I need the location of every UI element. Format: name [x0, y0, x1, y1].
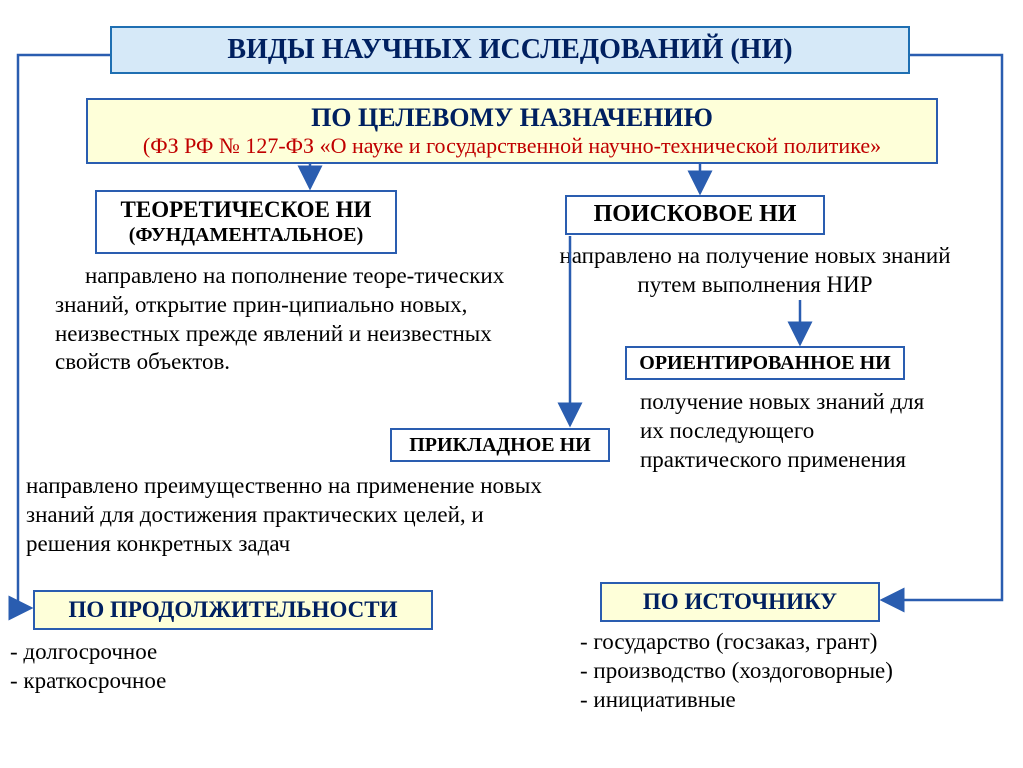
title-box: ВИДЫ НАУЧНЫХ ИССЛЕДОВАНИЙ (НИ)	[110, 26, 910, 74]
theoretical-sub: (ФУНДАМЕНТАЛЬНОЕ)	[129, 224, 364, 247]
purpose-box: ПО ЦЕЛЕВОМУ НАЗНАЧЕНИЮ (ФЗ РФ № 127-ФЗ «…	[86, 98, 938, 164]
title-text: ВИДЫ НАУЧНЫХ ИССЛЕДОВАНИЙ (НИ)	[227, 34, 792, 66]
oriented-box: ОРИЕНТИРОВАННОЕ НИ	[625, 346, 905, 380]
source-title: ПО ИСТОЧНИКУ	[643, 589, 837, 615]
search-box: ПОИСКОВОЕ НИ	[565, 195, 825, 235]
applied-title: ПРИКЛАДНОЕ НИ	[409, 434, 591, 457]
oriented-desc: получение новых знаний для их последующе…	[640, 388, 950, 474]
theoretical-desc: направлено на пополнение теоре-тических …	[55, 262, 505, 377]
purpose-title: ПО ЦЕЛЕВОМУ НАЗНАЧЕНИЮ	[311, 103, 713, 133]
duration-title: ПО ПРОДОЛЖИТЕЛЬНОСТИ	[68, 597, 397, 623]
applied-box: ПРИКЛАДНОЕ НИ	[390, 428, 610, 462]
list-item: - инициативные	[580, 686, 1000, 715]
theoretical-box: ТЕОРЕТИЧЕСКОЕ НИ (ФУНДАМЕНТАЛЬНОЕ)	[95, 190, 397, 254]
duration-list: - долгосрочное- краткосрочное	[10, 638, 310, 696]
purpose-sub: (ФЗ РФ № 127-ФЗ «О науке и государственн…	[143, 133, 881, 158]
source-list: - государство (госзаказ, грант)- произво…	[580, 628, 1000, 714]
source-box: ПО ИСТОЧНИКУ	[600, 582, 880, 622]
list-item: - производство (хоздоговорные)	[580, 657, 1000, 686]
list-item: - долгосрочное	[10, 638, 310, 667]
list-item: - государство (госзаказ, грант)	[580, 628, 1000, 657]
theoretical-title: ТЕОРЕТИЧЕСКОЕ НИ	[121, 197, 372, 223]
list-item: - краткосрочное	[10, 667, 310, 696]
oriented-title: ОРИЕНТИРОВАННОЕ НИ	[639, 352, 890, 375]
search-desc: направлено на получение новых знаний пут…	[545, 242, 965, 300]
duration-box: ПО ПРОДОЛЖИТЕЛЬНОСТИ	[33, 590, 433, 630]
search-title: ПОИСКОВОЕ НИ	[594, 201, 797, 229]
applied-desc: направлено преимущественно на применение…	[26, 472, 566, 558]
